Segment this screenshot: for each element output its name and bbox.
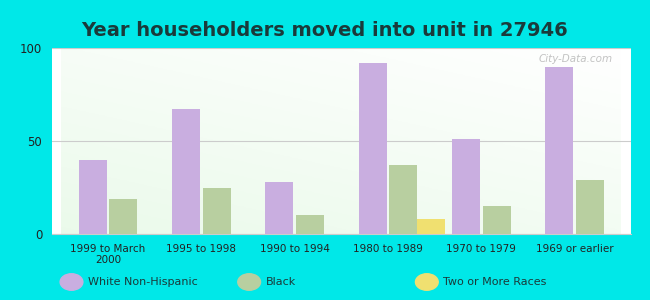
Text: Year householders moved into unit in 27946: Year householders moved into unit in 279… <box>82 21 568 40</box>
Bar <box>452 139 480 234</box>
Bar <box>576 180 604 234</box>
Text: White Non-Hispanic: White Non-Hispanic <box>88 277 198 287</box>
Bar <box>545 67 573 234</box>
Bar <box>389 165 417 234</box>
Text: Two or More Races: Two or More Races <box>443 277 547 287</box>
Text: City-Data.com: City-Data.com <box>539 54 613 64</box>
Bar <box>482 206 511 234</box>
Bar <box>359 63 387 234</box>
Bar <box>265 182 293 234</box>
Bar <box>109 199 137 234</box>
Text: Black: Black <box>265 277 296 287</box>
Bar <box>296 215 324 234</box>
Bar <box>203 188 231 234</box>
Bar <box>79 160 107 234</box>
Bar <box>172 110 200 234</box>
Bar <box>417 219 445 234</box>
